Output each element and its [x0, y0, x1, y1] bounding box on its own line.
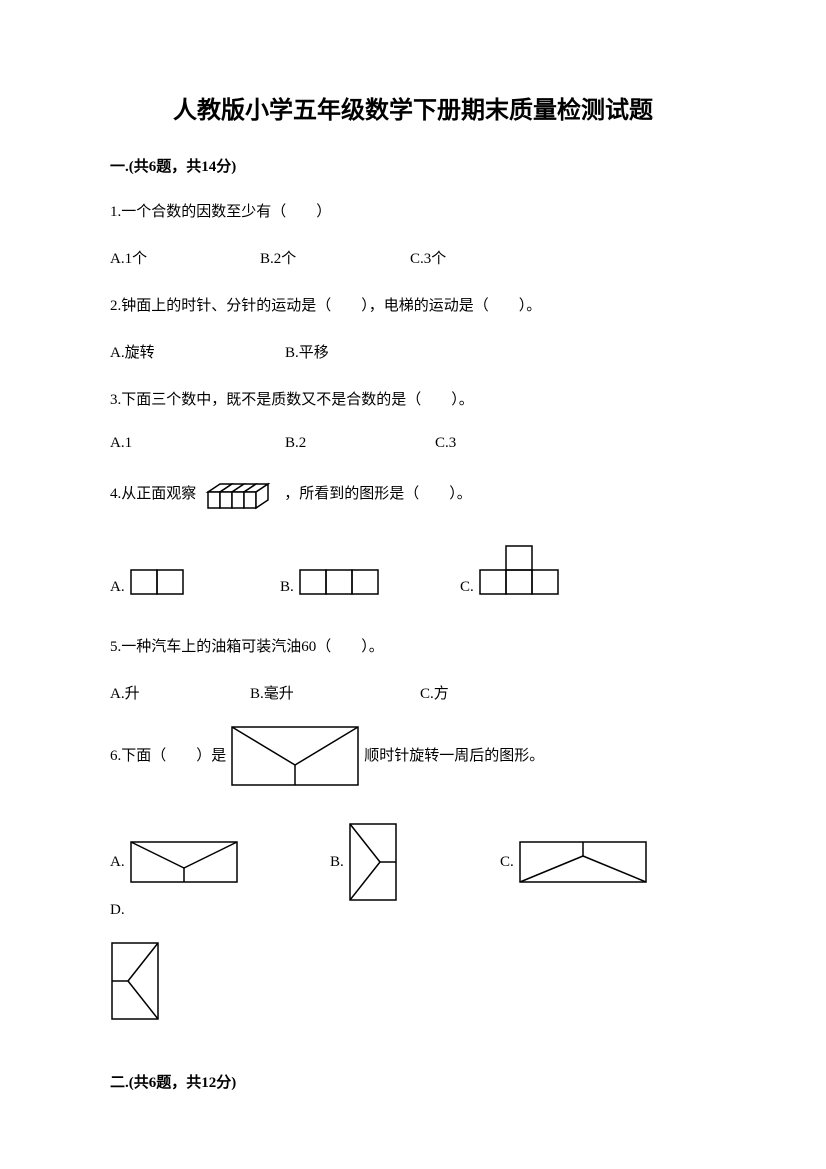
q5-text: 5.一种汽车上的油箱可装汽油60（ ）。 [110, 631, 384, 664]
envelope-right-icon [348, 822, 398, 902]
q6-option-d-shape [110, 941, 716, 1021]
t-shape-icon [478, 544, 564, 596]
q1-option-b: B.2个 [260, 247, 410, 268]
three-squares-icon [298, 568, 384, 596]
q3-text: 3.下面三个数中，既不是质数又不是合数的是（ ）。 [110, 384, 474, 417]
q6-option-d-label: D. [110, 902, 129, 919]
q6-text-after: 顺时针旋转一周后的图形。 [364, 740, 544, 773]
q4-text-after: ，所看到的图形是（ ）。 [284, 478, 472, 511]
q5-option-b: B.毫升 [250, 682, 420, 703]
q4-option-b: B. [280, 568, 460, 596]
envelope-down-small-icon [129, 840, 239, 884]
question-5: 5.一种汽车上的油箱可装汽油60（ ）。 [110, 631, 716, 664]
q1-options: A.1个 B.2个 C.3个 [110, 247, 716, 268]
q5-option-c: C.方 [420, 682, 449, 703]
q6-text-before: 6.下面（ ）是 [110, 740, 226, 773]
question-2: 2.钟面上的时针、分针的运动是（ ），电梯的运动是（ ）。 [110, 290, 716, 323]
q1-text: 1.一个合数的因数至少有（ ） [110, 196, 331, 229]
q1-option-a: A.1个 [110, 247, 260, 268]
page-title: 人教版小学五年级数学下册期末质量检测试题 [110, 90, 716, 125]
section-2-header: 二.(共6题，共12分) [110, 1071, 716, 1092]
q2-text: 2.钟面上的时针、分针的运动是（ ），电梯的运动是（ ）。 [110, 290, 541, 323]
q6-options: A. B. C. [110, 822, 716, 919]
q5-option-a: A.升 [110, 682, 250, 703]
q4-options: A. B. C. [110, 544, 716, 596]
question-1: 1.一个合数的因数至少有（ ） [110, 196, 716, 229]
q2-option-a: A.旋转 [110, 341, 285, 362]
envelope-down-icon [230, 725, 360, 787]
q6-option-a: A. [110, 840, 330, 884]
two-squares-icon [129, 568, 189, 596]
q6-option-b: B. [330, 822, 500, 902]
envelope-left-icon [110, 941, 160, 1021]
question-6: 6.下面（ ）是 顺时针旋转一周后的图形。 [110, 725, 716, 787]
q3-option-b: B.2 [285, 435, 435, 452]
question-3: 3.下面三个数中，既不是质数又不是合数的是（ ）。 [110, 384, 716, 417]
q3-options: A.1 B.2 C.3 [110, 435, 716, 452]
q4-option-a: A. [110, 568, 280, 596]
q5-options: A.升 B.毫升 C.方 [110, 682, 716, 703]
q2-options: A.旋转 B.平移 [110, 341, 716, 362]
section-1-header: 一.(共6题，共14分) [110, 155, 716, 176]
q4-text-before: 4.从正面观察 [110, 478, 196, 511]
q1-option-c: C.3个 [410, 247, 446, 268]
q6-option-c: C. [500, 840, 700, 884]
question-4: 4.从正面观察 ，所看到的图形是（ ）。 [110, 474, 716, 514]
q2-option-b: B.平移 [285, 341, 329, 362]
q3-option-a: A.1 [110, 435, 285, 452]
q4-option-c: C. [460, 544, 564, 596]
envelope-up-icon [518, 840, 648, 884]
q3-option-c: C.3 [435, 435, 456, 452]
cubes-3d-icon [200, 474, 280, 514]
